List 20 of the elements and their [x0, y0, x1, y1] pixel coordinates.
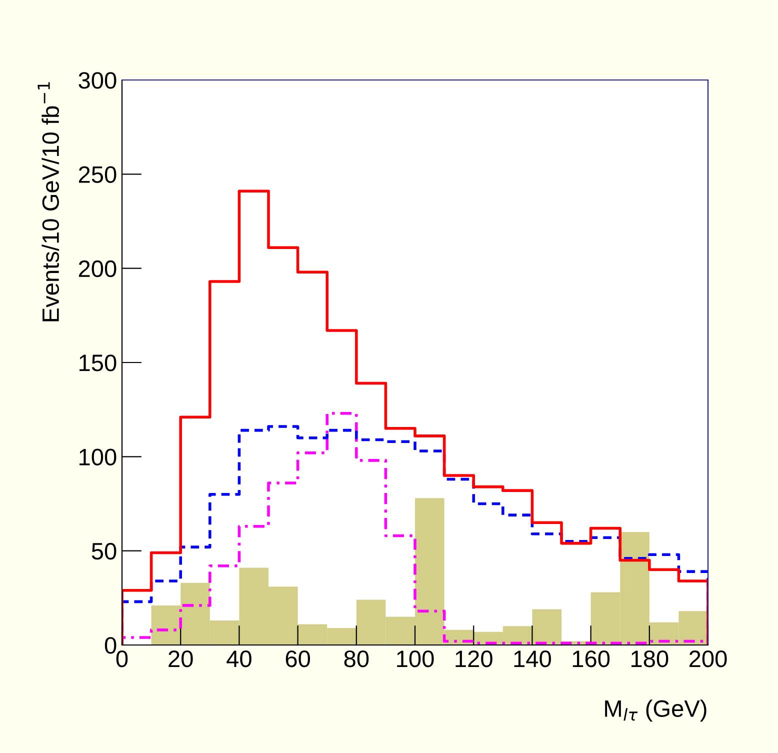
- y-tick-label: 0: [104, 637, 116, 654]
- x-tick-label: 40: [226, 650, 252, 668]
- y-tick-label: 50: [92, 542, 116, 560]
- y-tick-label: 100: [80, 448, 116, 466]
- x-tick-label: 180: [632, 650, 668, 668]
- y-tick-label: 250: [78, 166, 116, 183]
- y-tick-label: 150: [80, 354, 116, 372]
- x-tick-label: 80: [344, 650, 369, 668]
- x-axis-title: M$_{lτ}$ (GeV): [605, 700, 706, 722]
- y-tick-label: 300: [78, 72, 116, 89]
- x-tick-label: 200: [689, 650, 727, 668]
- y-tick-label: 200: [78, 260, 116, 278]
- x-tick-label: 140: [514, 650, 551, 668]
- x-tick-label: 20: [168, 650, 193, 668]
- y-axis-title: Events/10 GeV/10 fb$^{−1}$: [38, 82, 60, 322]
- x-tick-label: 100: [397, 650, 434, 668]
- x-tick-label: 60: [286, 650, 310, 668]
- x-tick-label: 0: [116, 650, 128, 668]
- x-tick-label: 120: [456, 650, 492, 668]
- x-tick-label: 160: [572, 650, 610, 668]
